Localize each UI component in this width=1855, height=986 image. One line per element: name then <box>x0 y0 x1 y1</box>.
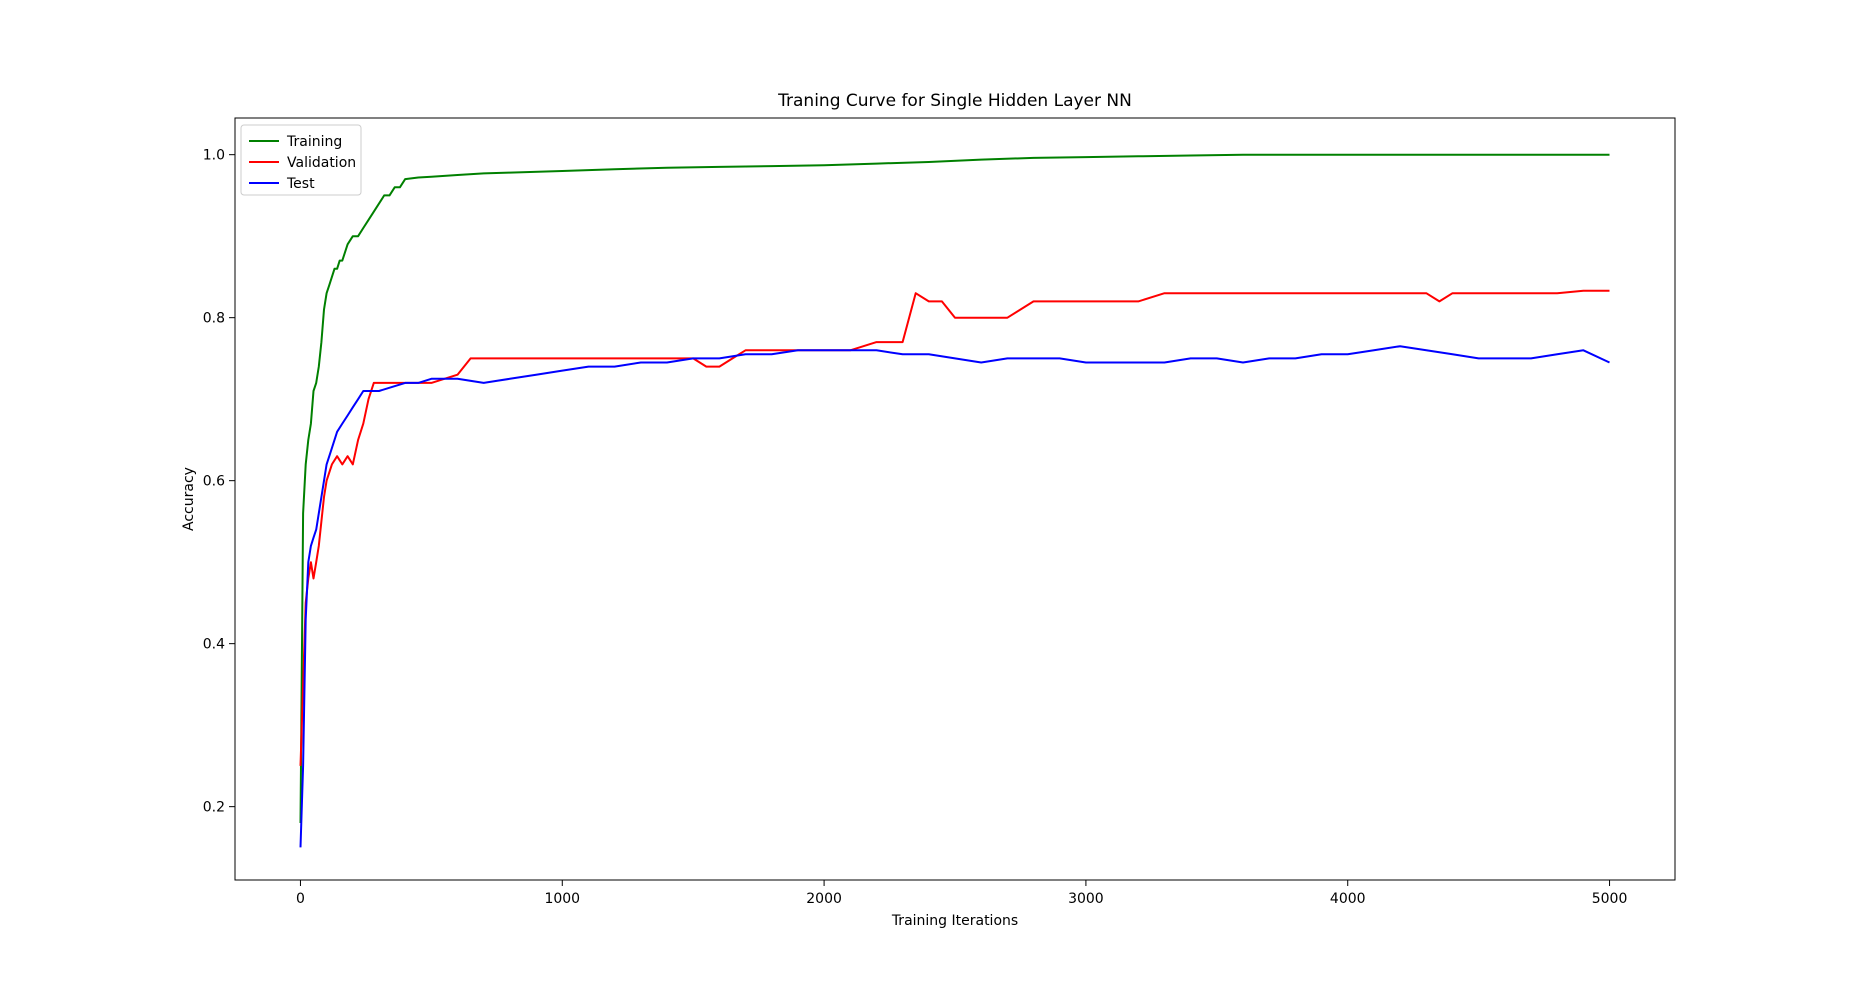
legend-box <box>240 124 362 196</box>
x-tick-label: 3000 <box>1068 891 1104 907</box>
y-tick-label: 1.0 <box>203 148 225 164</box>
y-tick-label: 0.6 <box>203 474 225 490</box>
y-tick-label: 0.8 <box>203 311 225 327</box>
series-layer <box>299 153 1610 848</box>
plot-area <box>234 117 1676 881</box>
plot-frame <box>234 117 1676 881</box>
series-line-test <box>299 345 1610 848</box>
x-tick-label: 1000 <box>544 891 580 907</box>
x-tick-label: 5000 <box>1592 891 1628 907</box>
x-tick-label: 0 <box>296 891 305 907</box>
chart-title: Traning Curve for Single Hidden Layer NN <box>777 91 1132 111</box>
y-axis: 0.2 0.4 0.6 0.8 1.0 <box>203 148 235 816</box>
x-tick-label: 4000 <box>1330 891 1366 907</box>
x-axis: 0 1000 2000 3000 4000 5000 <box>296 880 1627 907</box>
legend: Training Validation Test <box>240 124 362 196</box>
y-tick-label: 0.4 <box>203 637 225 653</box>
legend-label-validation: Validation <box>287 155 356 171</box>
y-axis-title: Accuracy <box>181 467 197 531</box>
x-tick-label: 2000 <box>806 891 842 907</box>
legend-label-test: Test <box>286 176 315 192</box>
y-tick-label: 0.2 <box>203 800 225 816</box>
legend-label-training: Training <box>286 134 342 150</box>
x-axis-title: Training Iterations <box>891 913 1018 929</box>
series-line-training <box>299 153 1610 824</box>
